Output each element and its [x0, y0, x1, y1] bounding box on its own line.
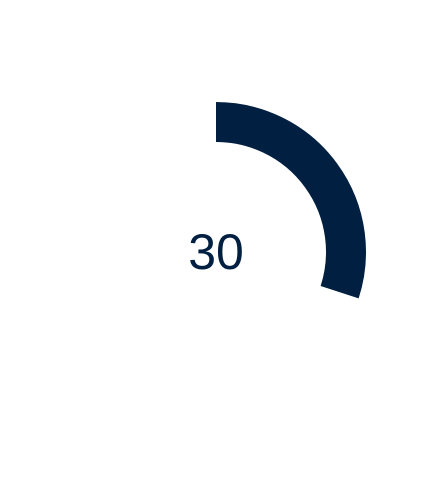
gauge-value: 30: [188, 224, 244, 280]
gauge-arc-fill: [215, 102, 366, 299]
